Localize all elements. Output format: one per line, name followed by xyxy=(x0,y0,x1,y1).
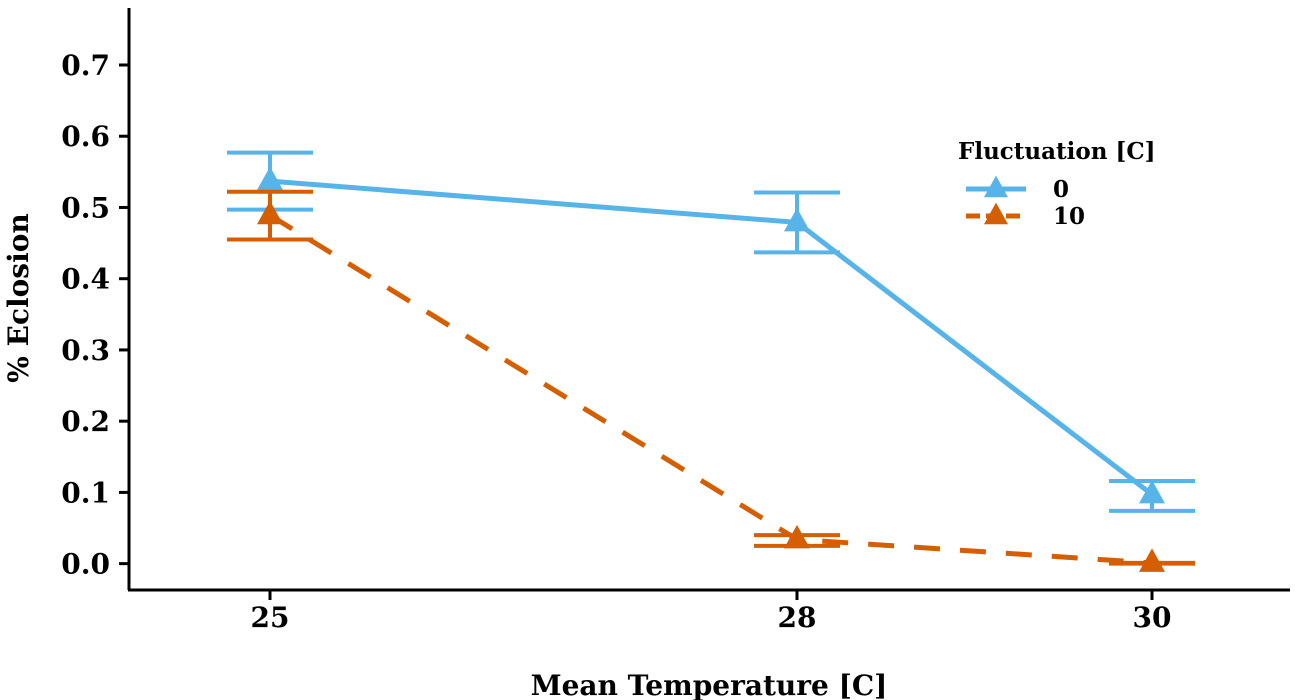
data-point-marker xyxy=(1139,480,1165,504)
legend-item-10: 10 xyxy=(966,202,1085,230)
legend-label: 10 xyxy=(1053,203,1085,230)
legend-label: 0 xyxy=(1053,176,1069,203)
x-axis-title: Mean Temperature [C] xyxy=(531,669,888,700)
y-ticks: 0.0 0.1 0.2 0.3 0.4 0.5 0.6 0.7 xyxy=(61,49,129,581)
data-point-marker xyxy=(257,166,283,190)
x-tick-label: 28 xyxy=(778,601,817,634)
y-tick-label: 0.4 xyxy=(61,263,110,296)
y-tick-label: 0.2 xyxy=(61,405,110,438)
series-layer xyxy=(227,150,1195,572)
data-point-marker xyxy=(784,524,810,549)
series-0 xyxy=(227,150,1195,513)
data-point-marker xyxy=(1139,548,1165,572)
axes xyxy=(127,8,1290,592)
y-tick-label: 0.6 xyxy=(61,120,110,153)
x-tick-label: 30 xyxy=(1133,601,1172,634)
legend-item-0: 0 xyxy=(966,175,1069,203)
series-10 xyxy=(227,189,1195,572)
legend-items: 010 xyxy=(966,175,1085,230)
series-line xyxy=(268,213,1153,566)
y-tick-label: 0.3 xyxy=(61,334,110,367)
x-ticks: 25 28 30 xyxy=(251,590,1172,634)
legend-title: Fluctuation [C] xyxy=(958,138,1156,165)
y-tick-label: 0.7 xyxy=(61,49,110,82)
y-tick-label: 0.5 xyxy=(61,191,110,224)
data-point-marker xyxy=(257,200,283,225)
data-point-marker xyxy=(784,207,810,232)
y-axis-title: % Eclosion xyxy=(2,213,35,383)
x-tick-label: 25 xyxy=(251,601,290,634)
y-tick-label: 0.0 xyxy=(61,548,110,581)
y-tick-label: 0.1 xyxy=(61,476,110,509)
legend-marker xyxy=(984,175,1008,198)
legend-marker xyxy=(984,202,1008,225)
legend: Fluctuation [C] 010 xyxy=(958,138,1156,230)
series-line xyxy=(269,178,1154,497)
